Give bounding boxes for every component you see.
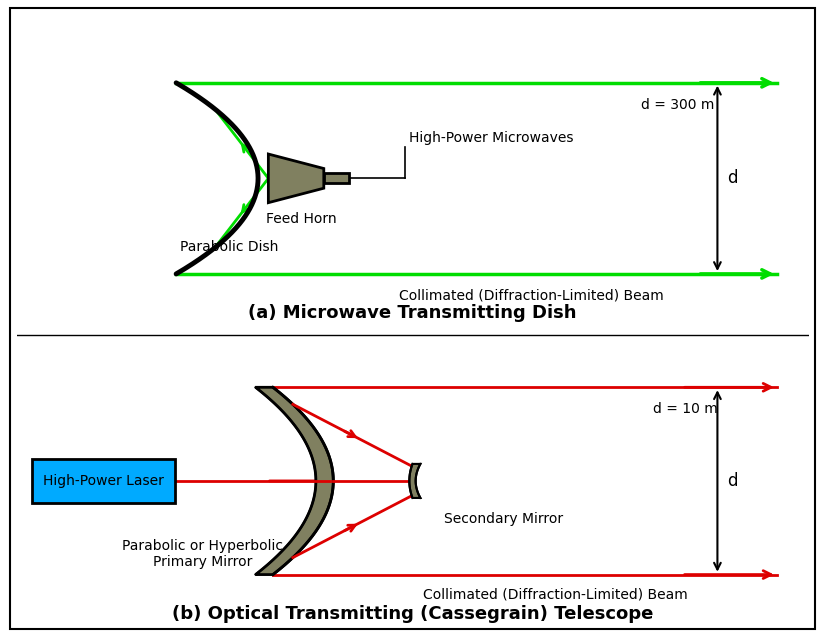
Polygon shape xyxy=(409,464,421,498)
Text: (b) Optical Transmitting (Cassegrain) Telescope: (b) Optical Transmitting (Cassegrain) Te… xyxy=(172,605,653,623)
Text: High-Power Microwaves: High-Power Microwaves xyxy=(408,131,573,145)
Polygon shape xyxy=(256,387,333,575)
Text: d: d xyxy=(727,472,738,490)
Text: High-Power Laser: High-Power Laser xyxy=(43,474,164,488)
Text: Secondary Mirror: Secondary Mirror xyxy=(444,512,563,526)
Polygon shape xyxy=(323,173,349,183)
Text: Collimated (Diffraction-Limited) Beam: Collimated (Diffraction-Limited) Beam xyxy=(422,587,687,601)
FancyBboxPatch shape xyxy=(32,459,175,503)
Text: Parabolic Dish: Parabolic Dish xyxy=(180,240,279,254)
Text: Collimated (Diffraction-Limited) Beam: Collimated (Diffraction-Limited) Beam xyxy=(399,289,663,303)
Text: Feed Horn: Feed Horn xyxy=(266,212,337,226)
Text: d: d xyxy=(727,169,738,187)
Text: Parabolic or Hyperbolic
Primary Mirror: Parabolic or Hyperbolic Primary Mirror xyxy=(122,539,283,569)
Polygon shape xyxy=(268,154,323,203)
Text: (a) Microwave Transmitting Dish: (a) Microwave Transmitting Dish xyxy=(248,304,577,322)
Text: d = 10 m: d = 10 m xyxy=(653,402,718,416)
Text: d = 300 m: d = 300 m xyxy=(641,98,714,112)
